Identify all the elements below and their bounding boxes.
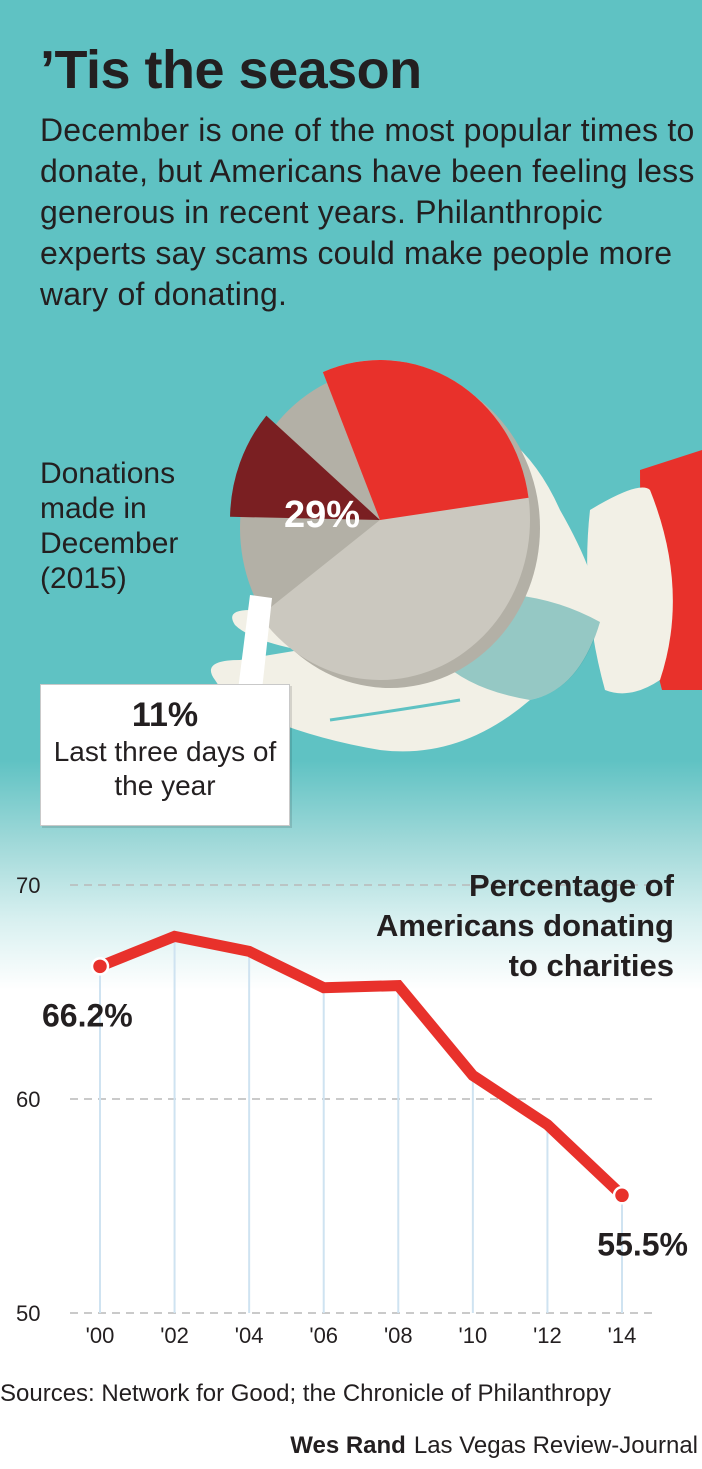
pie-chart: 29% <box>230 360 540 688</box>
data-label: 55.5% <box>597 1226 688 1262</box>
y-tick-label: 50 <box>16 1301 40 1326</box>
credit-name: Wes Rand <box>290 1432 406 1459</box>
series-line <box>97 930 626 1200</box>
pie-callout: 11% Last three days of the year <box>40 684 290 826</box>
callout-pointer <box>238 595 272 690</box>
data-label: 66.2% <box>42 997 133 1033</box>
pie-chart-title: Donations made in December (2015) <box>40 457 179 595</box>
x-tick-label: '06 <box>309 1323 338 1348</box>
cuff-shape <box>587 487 673 694</box>
x-tick-label: '10 <box>459 1323 488 1348</box>
pie-hand-illustration: 29% <box>210 360 702 752</box>
line-chart: 50 60 70 '00 '02 '04 '06 '08 '10 '12 '14 66.2% 55.… <box>16 873 688 1348</box>
x-tick-label: '14 <box>608 1323 637 1348</box>
y-tick-label: 60 <box>16 1087 40 1112</box>
y-tick-label: 70 <box>16 873 40 898</box>
pie-slice-last-three-days <box>230 415 380 520</box>
callout-text: Last three days of the year <box>53 736 277 801</box>
infographic-title: ’Tis the season <box>40 40 422 100</box>
line-chart-title: Percentage of Americans donating to char… <box>376 868 674 983</box>
credit-org: Las Vegas Review-Journal <box>413 1432 698 1459</box>
glove-stitch <box>329 698 461 722</box>
glove-shadow <box>440 595 600 700</box>
x-tick-label: '04 <box>235 1323 264 1348</box>
pie-data-label: 29% <box>284 494 360 536</box>
x-tick-label: '12 <box>533 1323 562 1348</box>
x-tick-label: '00 <box>86 1323 115 1348</box>
data-point <box>612 1186 632 1205</box>
x-tick-label: '02 <box>160 1323 189 1348</box>
sources-line: Sources: Network for Good; the Chronicle… <box>0 1380 611 1407</box>
pie-slice-december <box>322 360 529 520</box>
credit-line: Wes Rand Las Vegas Review-Journal <box>290 1432 698 1460</box>
x-tick-label: '08 <box>384 1323 413 1348</box>
callout-value: 11% <box>131 696 199 734</box>
intro-text: December is one of the most popular time… <box>40 112 695 312</box>
data-point <box>90 957 110 976</box>
